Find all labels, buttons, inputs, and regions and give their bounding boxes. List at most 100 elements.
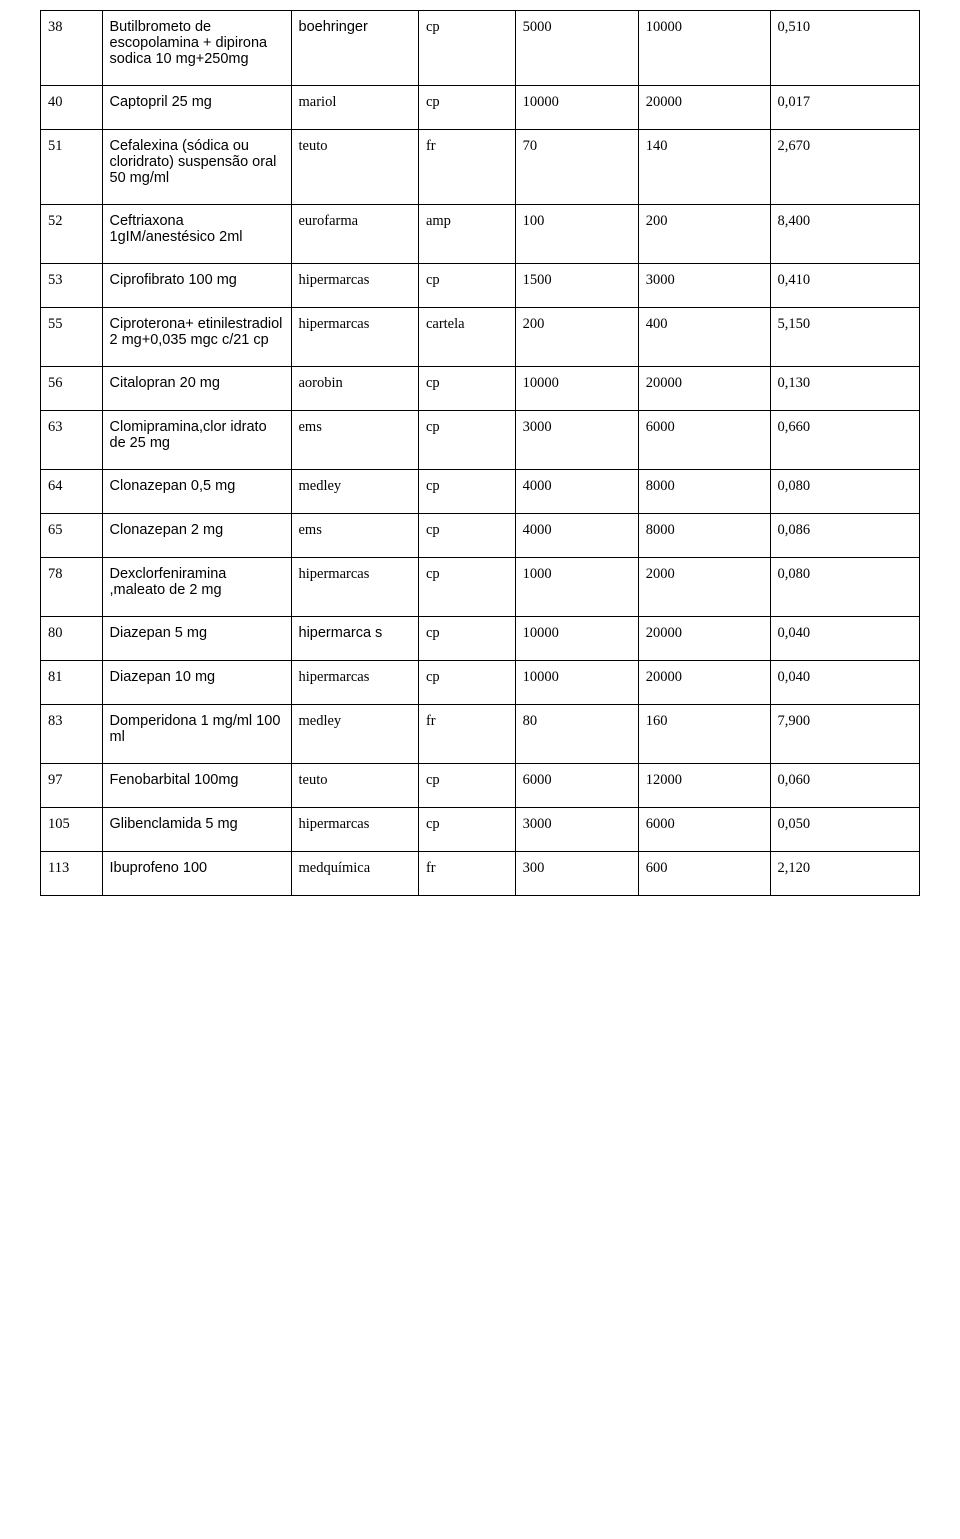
cell-desc: Clonazepan 2 mg <box>102 514 291 558</box>
cell-mfr: teuto <box>291 130 418 205</box>
table-body: 38Butilbrometo de escopolamina + dipiron… <box>41 11 920 896</box>
cell-mfr: hipermarcas <box>291 308 418 367</box>
cell-unit: cp <box>418 470 515 514</box>
cell-desc: Cefalexina (sódica ou cloridrato) suspen… <box>102 130 291 205</box>
table-row: 52Ceftriaxona 1gIM/anestésico 2mleurofar… <box>41 205 920 264</box>
cell-price: 0,040 <box>770 661 919 705</box>
cell-q1: 80 <box>515 705 638 764</box>
cell-desc: Citalopran 20 mg <box>102 367 291 411</box>
cell-q1: 70 <box>515 130 638 205</box>
cell-desc: Butilbrometo de escopolamina + dipirona … <box>102 11 291 86</box>
cell-unit: amp <box>418 205 515 264</box>
cell-q2: 8000 <box>638 470 770 514</box>
cell-q2: 6000 <box>638 411 770 470</box>
cell-mfr: hipermarcas <box>291 808 418 852</box>
cell-unit: cp <box>418 11 515 86</box>
table-row: 56Citalopran 20 mgaorobincp10000200000,1… <box>41 367 920 411</box>
table-row: 55Ciproterona+ etinilestradiol 2 mg+0,03… <box>41 308 920 367</box>
cell-num: 38 <box>41 11 103 86</box>
cell-price: 0,017 <box>770 86 919 130</box>
cell-price: 0,060 <box>770 764 919 808</box>
cell-unit: cp <box>418 86 515 130</box>
cell-num: 56 <box>41 367 103 411</box>
cell-price: 2,120 <box>770 852 919 896</box>
cell-q1: 200 <box>515 308 638 367</box>
cell-mfr: mariol <box>291 86 418 130</box>
cell-q2: 20000 <box>638 617 770 661</box>
cell-price: 0,660 <box>770 411 919 470</box>
table-row: 78Dexclorfeniramina ,maleato de 2 mghipe… <box>41 558 920 617</box>
cell-num: 52 <box>41 205 103 264</box>
cell-desc: Ceftriaxona 1gIM/anestésico 2ml <box>102 205 291 264</box>
cell-q1: 100 <box>515 205 638 264</box>
cell-desc: Fenobarbital 100mg <box>102 764 291 808</box>
table-row: 97Fenobarbital 100mgteutocp6000120000,06… <box>41 764 920 808</box>
cell-num: 55 <box>41 308 103 367</box>
cell-num: 78 <box>41 558 103 617</box>
cell-q2: 3000 <box>638 264 770 308</box>
cell-q2: 12000 <box>638 764 770 808</box>
cell-q1: 6000 <box>515 764 638 808</box>
table-row: 105Glibenclamida 5 mghipermarcascp300060… <box>41 808 920 852</box>
cell-desc: Diazepan 10 mg <box>102 661 291 705</box>
cell-num: 53 <box>41 264 103 308</box>
table-row: 81Diazepan 10 mghipermarcascp10000200000… <box>41 661 920 705</box>
cell-desc: Ciproterona+ etinilestradiol 2 mg+0,035 … <box>102 308 291 367</box>
cell-q1: 10000 <box>515 367 638 411</box>
cell-mfr: hipermarca s <box>291 617 418 661</box>
cell-desc: Ibuprofeno 100 <box>102 852 291 896</box>
cell-num: 105 <box>41 808 103 852</box>
cell-desc: Dexclorfeniramina ,maleato de 2 mg <box>102 558 291 617</box>
cell-desc: Ciprofibrato 100 mg <box>102 264 291 308</box>
cell-price: 0,080 <box>770 558 919 617</box>
cell-desc: Diazepan 5 mg <box>102 617 291 661</box>
cell-q2: 140 <box>638 130 770 205</box>
table-row: 63Clomipramina,clor idrato de 25 mgemscp… <box>41 411 920 470</box>
cell-q2: 2000 <box>638 558 770 617</box>
cell-price: 0,510 <box>770 11 919 86</box>
cell-q2: 400 <box>638 308 770 367</box>
cell-num: 51 <box>41 130 103 205</box>
cell-price: 0,086 <box>770 514 919 558</box>
cell-mfr: hipermarcas <box>291 558 418 617</box>
cell-unit: cp <box>418 661 515 705</box>
cell-price: 5,150 <box>770 308 919 367</box>
cell-q1: 10000 <box>515 661 638 705</box>
cell-num: 80 <box>41 617 103 661</box>
table-row: 80Diazepan 5 mghipermarca scp10000200000… <box>41 617 920 661</box>
cell-mfr: aorobin <box>291 367 418 411</box>
cell-num: 64 <box>41 470 103 514</box>
cell-q1: 4000 <box>515 514 638 558</box>
cell-num: 113 <box>41 852 103 896</box>
table-row: 64Clonazepan 0,5 mgmedleycp400080000,080 <box>41 470 920 514</box>
cell-q1: 1500 <box>515 264 638 308</box>
cell-price: 2,670 <box>770 130 919 205</box>
cell-unit: cartela <box>418 308 515 367</box>
cell-price: 0,040 <box>770 617 919 661</box>
table-row: 38Butilbrometo de escopolamina + dipiron… <box>41 11 920 86</box>
cell-q1: 300 <box>515 852 638 896</box>
cell-mfr: medley <box>291 470 418 514</box>
cell-price: 0,410 <box>770 264 919 308</box>
cell-num: 40 <box>41 86 103 130</box>
cell-q2: 200 <box>638 205 770 264</box>
cell-unit: cp <box>418 808 515 852</box>
cell-mfr: eurofarma <box>291 205 418 264</box>
cell-num: 83 <box>41 705 103 764</box>
cell-q1: 5000 <box>515 11 638 86</box>
cell-desc: Clonazepan 0,5 mg <box>102 470 291 514</box>
cell-unit: cp <box>418 558 515 617</box>
cell-q2: 10000 <box>638 11 770 86</box>
table-row: 65Clonazepan 2 mgemscp400080000,086 <box>41 514 920 558</box>
cell-mfr: hipermarcas <box>291 264 418 308</box>
cell-desc: Captopril 25 mg <box>102 86 291 130</box>
cell-q1: 10000 <box>515 617 638 661</box>
cell-q1: 1000 <box>515 558 638 617</box>
cell-unit: cp <box>418 411 515 470</box>
cell-desc: Clomipramina,clor idrato de 25 mg <box>102 411 291 470</box>
cell-price: 0,080 <box>770 470 919 514</box>
cell-q2: 20000 <box>638 661 770 705</box>
cell-q1: 10000 <box>515 86 638 130</box>
cell-mfr: boehringer <box>291 11 418 86</box>
cell-price: 7,900 <box>770 705 919 764</box>
